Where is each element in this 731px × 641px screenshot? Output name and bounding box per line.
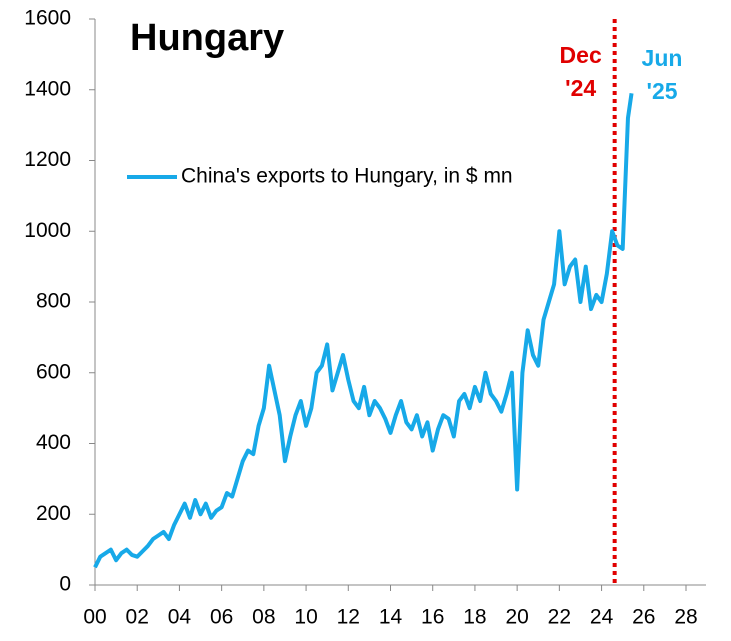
x-tick-label: 08 bbox=[252, 606, 275, 629]
x-tick-label: 26 bbox=[632, 606, 655, 629]
y-tick-label: 1400 bbox=[24, 77, 71, 100]
x-tick-label: 24 bbox=[590, 606, 614, 629]
marker-label: Dec bbox=[560, 42, 602, 68]
x-tick-label: 12 bbox=[337, 606, 360, 629]
x-tick-label: 16 bbox=[421, 606, 444, 629]
x-tick-label: 22 bbox=[548, 606, 571, 629]
y-tick-label: 200 bbox=[36, 502, 71, 525]
end-label: '25 bbox=[646, 78, 677, 104]
chart-title: Hungary bbox=[130, 17, 284, 59]
x-tick-label: 18 bbox=[463, 606, 486, 629]
x-tick-label: 10 bbox=[294, 606, 317, 629]
y-tick-label: 600 bbox=[36, 360, 71, 383]
legend-label: China's exports to Hungary, in $ mn bbox=[181, 165, 513, 188]
x-tick-label: 06 bbox=[210, 606, 233, 629]
end-label: Jun bbox=[642, 45, 683, 71]
y-tick-label: 0 bbox=[59, 573, 71, 596]
x-tick-label: 20 bbox=[505, 606, 528, 629]
y-tick-label: 1000 bbox=[24, 219, 71, 242]
data-line bbox=[93, 93, 634, 569]
y-tick-label: 400 bbox=[36, 431, 71, 454]
y-tick-label: 800 bbox=[36, 290, 71, 313]
y-tick-label: 1600 bbox=[24, 7, 71, 30]
x-tick-label: 14 bbox=[379, 606, 403, 629]
y-tick-label: 1200 bbox=[24, 148, 71, 171]
marker-label: '24 bbox=[565, 75, 596, 101]
x-tick-label: 02 bbox=[126, 606, 149, 629]
x-tick-label: 04 bbox=[168, 606, 192, 629]
x-tick-label: 28 bbox=[674, 606, 697, 629]
x-tick-label: 00 bbox=[83, 606, 106, 629]
